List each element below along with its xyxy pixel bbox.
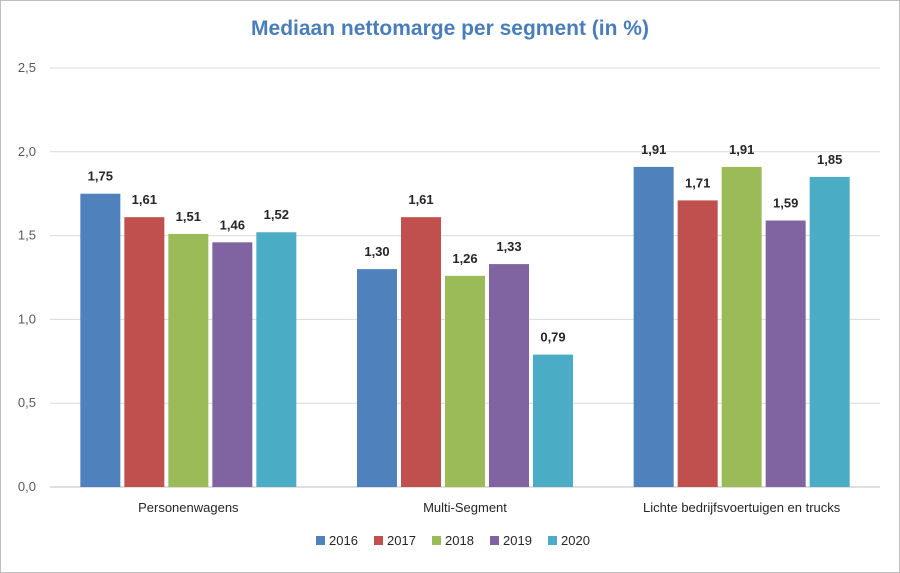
bar-2017	[124, 217, 165, 487]
data-label: 1,26	[452, 251, 477, 266]
data-label: 1,51	[176, 209, 201, 224]
legend-label: 2016	[329, 533, 358, 548]
data-label: 1,71	[685, 175, 710, 190]
legend-label: 2019	[503, 533, 532, 548]
x-category-label: Personenwagens	[138, 500, 239, 515]
chart-title: Mediaan nettomarge per segment (in %)	[251, 17, 649, 40]
data-label: 1,30	[364, 244, 389, 259]
bar-2016	[357, 269, 397, 487]
legend-swatch-2019	[490, 536, 499, 545]
data-label: 1,59	[773, 196, 798, 211]
bar-2020	[256, 232, 297, 487]
bar-2018	[168, 233, 209, 487]
data-label: 1,91	[641, 142, 666, 157]
y-tick-label: 0,0	[18, 479, 36, 494]
y-tick-label: 1,5	[18, 228, 36, 243]
y-tick-label: 2,0	[18, 144, 36, 159]
bar-2020	[809, 176, 850, 487]
legend-label: 2020	[561, 533, 590, 548]
legend-label: 2017	[387, 533, 416, 548]
data-label: 1,46	[220, 217, 245, 232]
bar-2018	[721, 166, 762, 487]
y-tick-label: 0,5	[18, 395, 36, 410]
bar-2017	[401, 217, 441, 487]
bar-2017	[677, 200, 718, 488]
data-label: 1,33	[496, 239, 521, 254]
legend-label: 2018	[445, 533, 474, 548]
y-tick-label: 2,5	[18, 60, 36, 75]
data-label: 1,75	[88, 169, 113, 184]
legend-swatch-2017	[374, 536, 383, 545]
data-label: 1,61	[408, 192, 433, 207]
x-category-label: Multi-Segment	[423, 500, 507, 515]
bar-2016	[633, 166, 674, 487]
bar-2019	[489, 264, 529, 487]
data-label: 1,52	[264, 207, 289, 222]
data-label: 1,61	[132, 192, 157, 207]
legend-swatch-2018	[432, 536, 441, 545]
x-category-label: Lichte bedrijfsvoertuigen en trucks	[643, 500, 841, 515]
bar-2019	[765, 220, 806, 488]
bar-2019	[212, 242, 253, 487]
bar-2020	[533, 354, 573, 487]
data-label: 1,85	[817, 152, 842, 167]
data-label: 1,91	[729, 142, 754, 157]
bar-2018	[445, 275, 485, 487]
data-label: 0,79	[540, 330, 565, 345]
legend-swatch-2016	[316, 536, 325, 545]
y-tick-label: 1,0	[18, 311, 36, 326]
bar-2016	[80, 193, 121, 487]
legend-swatch-2020	[548, 536, 557, 545]
